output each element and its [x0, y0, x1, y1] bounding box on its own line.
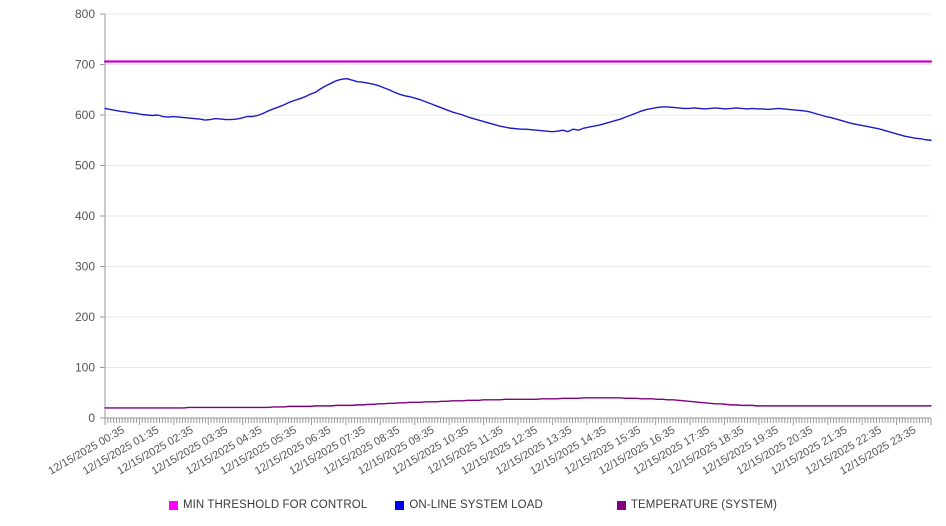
series-group	[103, 60, 933, 409]
y-tick-label: 600	[75, 108, 95, 122]
x-axis	[104, 417, 932, 425]
gridlines-group	[105, 13, 931, 419]
y-axis: 0 100 200 300 400 500 600 700 800	[75, 7, 106, 425]
y-tick-label: 400	[75, 209, 95, 223]
y-tick-label: 0	[88, 411, 95, 425]
legend-item[interactable]: MIN THRESHOLD FOR CONTROL	[168, 499, 368, 511]
series-line	[104, 397, 932, 409]
y-tick-label: 800	[75, 7, 95, 21]
chart-legend: MIN THRESHOLD FOR CONTROL ON-LINE SYSTEM…	[0, 494, 946, 516]
legend-label-temperature: TEMPERATURE (SYSTEM)	[630, 499, 778, 511]
legend-swatch-min-threshold	[168, 500, 178, 510]
line-chart-plot: 0 100 200 300 400 500 600 700 800 12/15/2025 00:…	[46, 7, 933, 477]
legend-label-system-load: ON-LINE SYSTEM LOAD	[409, 499, 543, 511]
legend-swatch-system-load	[395, 500, 405, 510]
legend-label-min-threshold: MIN THRESHOLD FOR CONTROL	[182, 499, 368, 511]
legend-item[interactable]: ON-LINE SYSTEM LOAD	[395, 499, 543, 511]
y-tick-label: 100	[75, 361, 95, 375]
y-tick-label: 500	[75, 159, 95, 173]
series-line	[104, 77, 932, 141]
y-tick-label: 200	[75, 310, 95, 324]
y-tick-label: 700	[75, 58, 95, 72]
y-tick-label: 300	[75, 260, 95, 274]
legend-item[interactable]: TEMPERATURE (SYSTEM)	[616, 499, 778, 511]
legend-swatch-temperature	[616, 500, 626, 510]
